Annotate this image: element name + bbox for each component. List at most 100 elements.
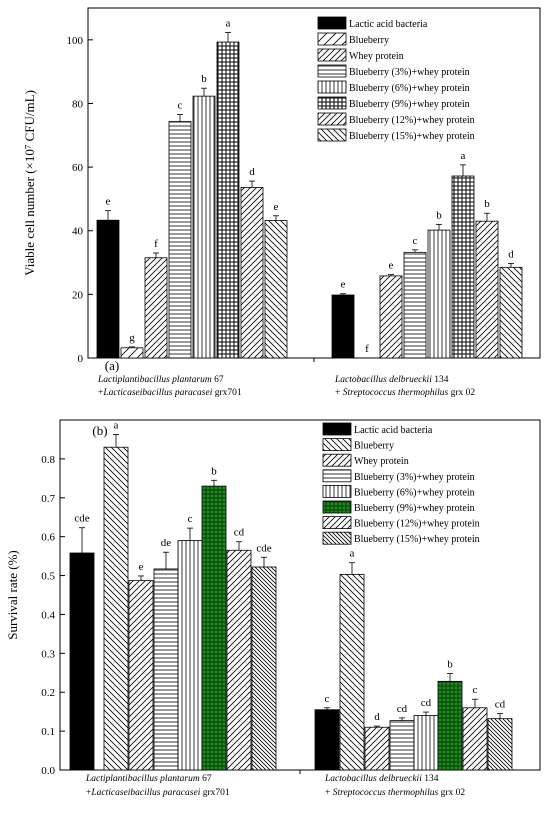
- y-tick-label: 100: [67, 35, 84, 47]
- bar: [339, 573, 365, 771]
- bar: [216, 41, 240, 359]
- bar: [120, 347, 144, 359]
- legend-swatch: [317, 32, 347, 46]
- bar: [462, 707, 488, 771]
- significance-letter: cd: [234, 527, 245, 539]
- legend-label: Blueberry (15%)+whey protein: [349, 131, 475, 142]
- legend-swatch: [317, 80, 347, 94]
- legend-label: Blueberry: [354, 441, 394, 452]
- significance-letter: d: [374, 711, 380, 723]
- significance-letter: c: [178, 100, 183, 112]
- legend-label: Blueberry (15%)+whey protein: [354, 534, 480, 545]
- bar: [499, 266, 523, 359]
- legend-label: Blueberry (6%)+whey protein: [354, 487, 475, 498]
- legend-label: Lactic acid bacteria: [349, 19, 428, 30]
- category-label-line2: +Lacticaseibacillus paracasei grx701: [98, 388, 242, 398]
- bar: [192, 95, 216, 359]
- legend-swatch: [317, 112, 347, 126]
- significance-letter: f: [365, 343, 369, 355]
- significance-letter: b: [447, 659, 453, 671]
- bar: [177, 540, 203, 771]
- bar: [144, 257, 168, 359]
- category-label-line1: Lactiplantibacillus plantarum 67: [85, 774, 212, 784]
- significance-letter: a: [461, 150, 466, 162]
- significance-letter: d: [249, 166, 255, 178]
- bar: [128, 580, 154, 771]
- category-label-line1: Lactobacillus delbrueckii 134: [334, 375, 449, 385]
- legend-label: Blueberry (3%)+whey protein: [349, 67, 470, 78]
- bar: [403, 251, 427, 359]
- bar: [427, 229, 451, 359]
- chart-panel-b: 0.0 0.1 0.2 0.3 0.4 0.5 0.6 0.7 0.8 Survival rate…: [5, 419, 541, 798]
- y-tick-label: 0.1: [41, 726, 55, 738]
- bar: [103, 446, 129, 771]
- bar: [201, 485, 227, 771]
- legend-swatch: [322, 500, 352, 514]
- legend-swatch: [322, 453, 352, 467]
- panel-label: (b): [92, 423, 107, 438]
- y-axis-label: Viable cell number (×10⁷ CFU/mL): [22, 90, 37, 276]
- significance-letter: cde: [74, 513, 89, 525]
- y-axis-label: Survival rate (%): [5, 550, 20, 640]
- legend-label: Blueberry: [349, 35, 389, 46]
- legend-label: Blueberry (6%)+whey protein: [349, 83, 470, 94]
- significance-letter: a: [226, 18, 231, 30]
- bar: [389, 720, 415, 771]
- significance-letter: b: [436, 209, 442, 221]
- significance-letter: b: [484, 198, 490, 210]
- legend-label: Whey protein: [349, 51, 404, 62]
- legend-label: Blueberry (9%)+whey protein: [349, 99, 470, 110]
- bar: [314, 709, 340, 771]
- panel-label: (a): [105, 358, 119, 373]
- y-tick-label: 0.5: [41, 571, 55, 583]
- significance-letter: e: [139, 561, 144, 573]
- legend-swatch: [322, 438, 352, 452]
- legend-label: Blueberry (3%)+whey protein: [354, 472, 475, 483]
- significance-letter: a: [114, 419, 119, 431]
- bar: [379, 275, 403, 359]
- significance-letter: c: [413, 235, 418, 247]
- y-tick-label: 0.8: [41, 454, 55, 466]
- bar: [451, 175, 475, 359]
- bar: [413, 715, 439, 771]
- significance-letter: b: [211, 465, 217, 477]
- legend-label: Blueberry (12%)+whey protein: [354, 519, 480, 530]
- y-tick-label: 0.4: [41, 609, 55, 621]
- significance-letter: b: [201, 73, 207, 85]
- bar: [96, 219, 120, 359]
- significance-letter: g: [129, 332, 135, 344]
- significance-letter: cde: [256, 542, 271, 554]
- bar: [437, 680, 463, 771]
- y-tick-label: 0: [78, 353, 84, 365]
- y-tick-label: 0.3: [41, 648, 55, 660]
- legend-swatch: [317, 48, 347, 62]
- significance-letter: c: [188, 513, 193, 525]
- legend-swatch: [317, 96, 347, 110]
- bar: [487, 718, 513, 771]
- y-tick-label: 0.2: [41, 687, 55, 699]
- category-label-line2: +Lacticaseibacillus paracasei grx701: [86, 788, 230, 798]
- legend-swatch: [322, 516, 352, 529]
- y-tick-label: 20: [72, 289, 84, 301]
- significance-letter: de: [161, 537, 172, 549]
- y-tick-label: 0.0: [41, 765, 55, 777]
- legend-label: Blueberry (9%)+whey protein: [354, 503, 475, 514]
- significance-letter: e: [389, 260, 394, 272]
- significance-letter: f: [154, 238, 158, 250]
- legend-label: Lactic acid bacteria: [354, 425, 433, 436]
- significance-letter: c: [325, 693, 330, 705]
- legend-swatch: [322, 469, 352, 483]
- bar: [264, 220, 288, 359]
- category-label-line1: Lactiplantibacillus plantarum 67: [97, 375, 224, 385]
- y-tick-label: 0.7: [41, 493, 55, 505]
- significance-letter: e: [341, 279, 346, 291]
- y-tick-label: 60: [72, 162, 84, 174]
- legend-swatch: [322, 484, 352, 498]
- bar: [251, 566, 277, 771]
- category-label-line1: Lactobacillus delbrueckii 134: [324, 774, 439, 784]
- bar: [331, 294, 355, 359]
- y-tick-label: 40: [72, 226, 84, 238]
- legend-swatch: [322, 531, 352, 545]
